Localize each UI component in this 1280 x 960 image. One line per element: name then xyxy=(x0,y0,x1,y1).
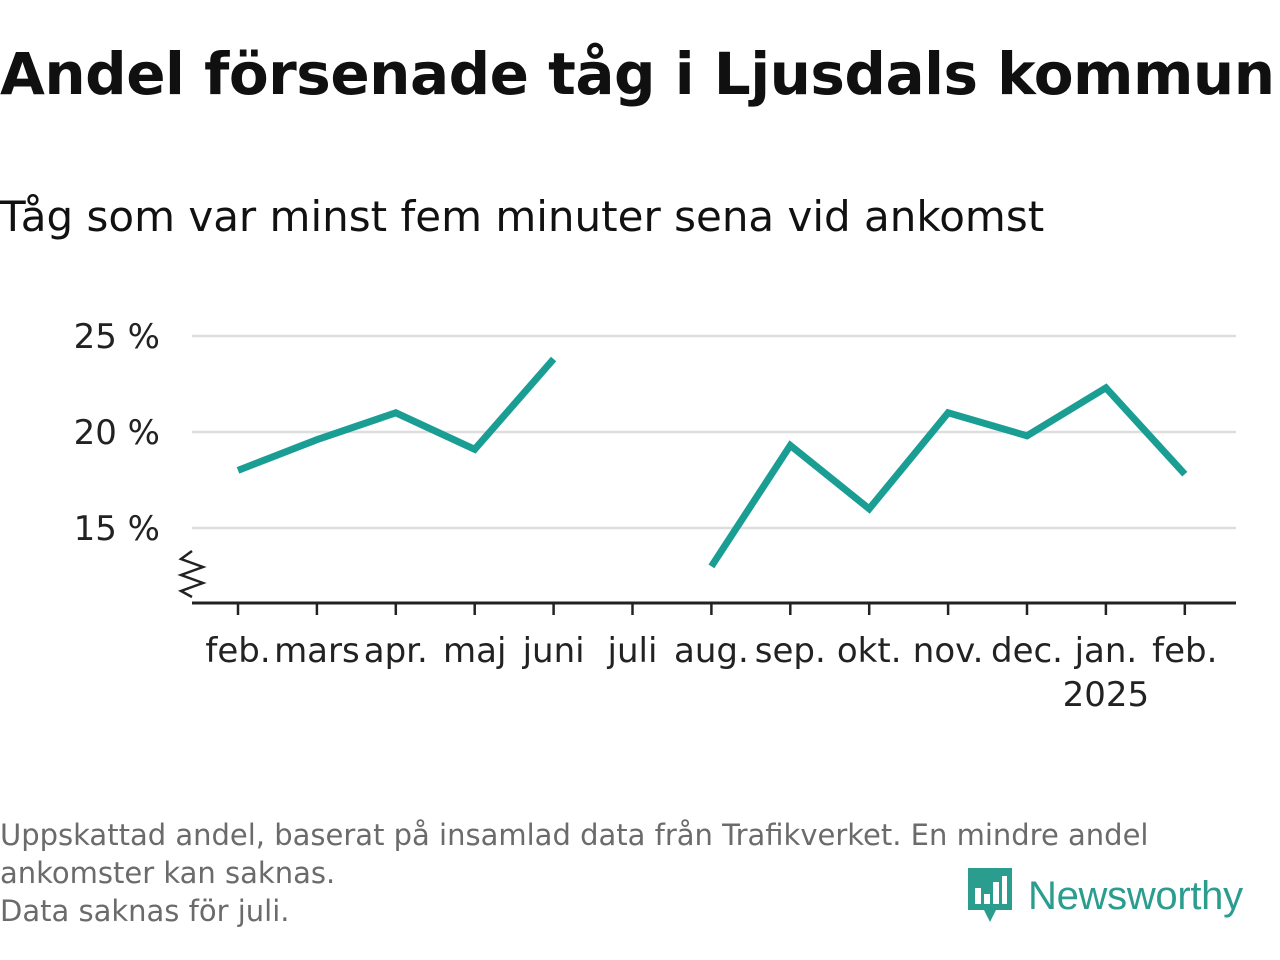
x-tick-label: jan. xyxy=(1074,631,1138,671)
chart-subtitle: Tåg som var minst fem minuter sena vid a… xyxy=(0,192,1045,241)
y-tick-label: 25 % xyxy=(74,317,160,357)
newsworthy-logo: Newsworthy xyxy=(964,866,1243,926)
x-tick-label: feb. xyxy=(205,631,270,671)
x-tick-label: aug. xyxy=(674,631,749,671)
x-tick-label: maj xyxy=(443,631,506,671)
x-tick-label: apr. xyxy=(364,631,428,671)
series-line-segment xyxy=(708,383,1188,569)
x-tick-label: juli xyxy=(607,631,658,671)
footnote-line: ankomster kan saknas. xyxy=(0,856,336,890)
footnote-line: Uppskattad andel, baserat på insamlad da… xyxy=(0,818,1149,852)
gridlines xyxy=(192,334,1236,530)
x-tick-label: feb. xyxy=(1152,631,1217,671)
y-tick-label: 20 % xyxy=(74,413,160,453)
series-lines xyxy=(236,356,1188,569)
x-tick-year-label: 2025 xyxy=(1063,675,1150,715)
x-tick-label: nov. xyxy=(913,631,984,671)
axis-break-icon xyxy=(177,549,207,599)
x-tick-label: juni xyxy=(522,631,585,671)
newsworthy-logo-icon xyxy=(968,868,1012,922)
x-axis-ticks: feb. mars apr. maj juni juli aug. sep. okt. nov. d… xyxy=(205,603,1217,715)
x-tick-label: dec. xyxy=(991,631,1063,671)
x-tick-label: okt. xyxy=(837,631,902,671)
footnote: Uppskattad andel, baserat på insamlad da… xyxy=(0,816,1270,930)
x-tick-label: sep. xyxy=(755,631,826,671)
y-axis-ticks: 15 % 20 % 25 % xyxy=(74,317,160,549)
chart-title: Andel försenade tåg i Ljusdals kommun xyxy=(0,40,1275,108)
footnote-line: Data saknas för juli. xyxy=(0,894,290,928)
brand-name: Newsworthy xyxy=(1028,873,1243,918)
y-tick-label: 15 % xyxy=(74,509,160,549)
x-axis xyxy=(177,549,1236,605)
series-line-segment xyxy=(236,356,557,474)
x-tick-label: mars xyxy=(274,631,360,671)
